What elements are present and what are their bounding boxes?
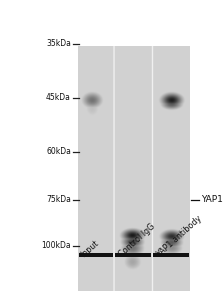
Text: YAP1 antibody: YAP1 antibody <box>155 214 204 259</box>
Text: YAP1: YAP1 <box>201 195 223 204</box>
Text: Control IgG: Control IgG <box>117 222 157 259</box>
Text: 75kDa: 75kDa <box>46 195 71 204</box>
Text: Input: Input <box>79 238 101 259</box>
Text: 60kDa: 60kDa <box>46 147 71 156</box>
Bar <box>79 254 113 257</box>
Bar <box>153 254 189 257</box>
Text: 45kDa: 45kDa <box>46 93 71 102</box>
Text: 35kDa: 35kDa <box>46 39 71 48</box>
Bar <box>115 254 151 257</box>
Text: 100kDa: 100kDa <box>41 242 71 250</box>
